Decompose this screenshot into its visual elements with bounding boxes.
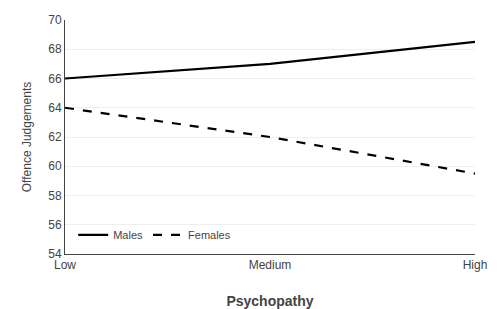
svg-text:Medium: Medium <box>249 258 292 272</box>
svg-text:Males: Males <box>113 229 143 241</box>
svg-text:Low: Low <box>54 258 76 272</box>
svg-text:60: 60 <box>48 159 62 173</box>
svg-text:Psychopathy: Psychopathy <box>226 293 313 309</box>
svg-text:66: 66 <box>48 72 62 86</box>
svg-text:64: 64 <box>48 101 62 115</box>
svg-text:56: 56 <box>48 218 62 232</box>
svg-text:Females: Females <box>188 229 231 241</box>
svg-text:High: High <box>463 258 488 272</box>
svg-text:62: 62 <box>48 130 62 144</box>
svg-text:Offence Judgements: Offence Judgements <box>20 82 34 193</box>
svg-text:70: 70 <box>48 13 62 27</box>
svg-text:54: 54 <box>48 247 62 261</box>
svg-text:68: 68 <box>48 42 62 56</box>
svg-text:58: 58 <box>48 189 62 203</box>
